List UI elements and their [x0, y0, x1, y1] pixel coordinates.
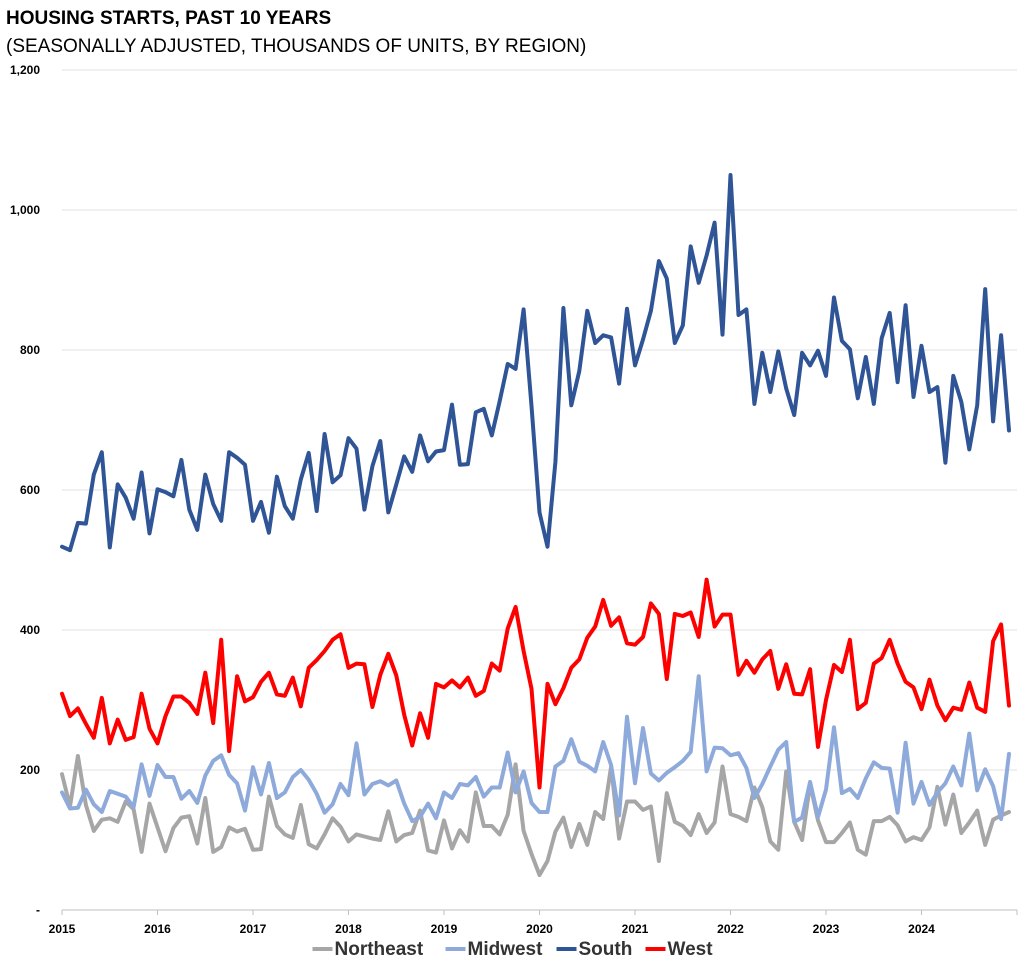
x-tick-label: 2016 [144, 922, 171, 936]
x-tick-label: 2020 [526, 922, 553, 936]
chart-title: HOUSING STARTS, PAST 10 YEARS [6, 8, 332, 29]
x-tick-label: 2017 [240, 922, 267, 936]
x-tick-label: 2021 [622, 922, 649, 936]
legend-label-midwest: Midwest [468, 939, 544, 960]
legend-label-west: West [668, 939, 714, 960]
x-tick-label: 2022 [717, 922, 744, 936]
series-line-midwest [60, 674, 1011, 824]
x-tick-label: 2019 [431, 922, 458, 936]
x-tick-label: 2023 [813, 922, 840, 936]
legend: Northeast Midwest South West [312, 939, 714, 960]
legend-label-south: South [579, 939, 633, 960]
y-tick-label: - [36, 903, 40, 917]
y-tick-label: 200 [20, 763, 40, 777]
y-tick-label: 800 [20, 343, 40, 357]
axes: - 200 400 600 800 1,000 1,200 2015 2016 2017 2018 2… [10, 63, 1018, 936]
x-tick-label: 2018 [335, 922, 362, 936]
y-tick-label: 1,200 [10, 63, 40, 77]
x-tick-label: 2015 [49, 922, 76, 936]
series-line-west [60, 577, 1011, 790]
y-tick-label: 400 [20, 623, 40, 637]
chart-subtitle: (SEASONALLY ADJUSTED, THOUSANDS OF UNITS… [6, 36, 587, 57]
legend-label-northeast: Northeast [335, 939, 424, 960]
series-line-south [60, 173, 1011, 553]
series-line-northeast [60, 754, 1011, 877]
y-tick-label: 1,000 [10, 203, 40, 217]
x-tick-label: 2024 [908, 922, 935, 936]
y-tick-label: 600 [20, 483, 40, 497]
series-lines [60, 173, 1011, 877]
